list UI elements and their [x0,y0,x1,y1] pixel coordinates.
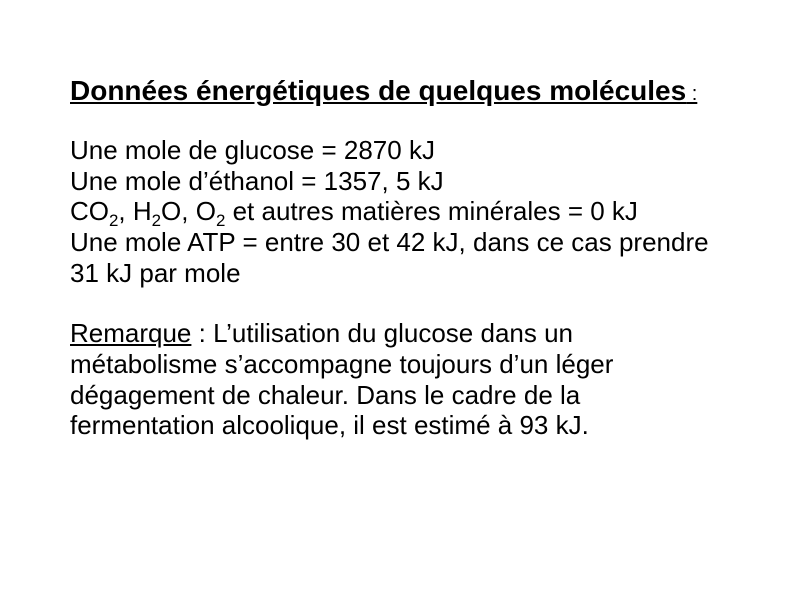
line-glucose-a: Une mole de glucose = 2870 k [70,135,422,165]
line-glucose-b: J [422,135,435,165]
title-colon: : [686,83,697,105]
line-mineral-post: et autres matières minérales = 0 k [225,196,625,226]
line-ethanol-a: Une mole d’éthanol = 1357, 5 k [70,166,431,196]
title-text: Données énergétiques de quelques molécul… [70,75,686,106]
line-atp-a: Une mole ATP = entre 30 et 42 k [70,227,446,257]
line-atp-c: J par mole [119,258,240,288]
data-block: Une mole de glucose = 2870 kJ Une mole d… [70,135,724,288]
page-title: Données énergétiques de quelques molécul… [70,75,724,107]
line-mineral-mid2: O, O [161,196,216,226]
remark-text-b: J. [569,410,589,440]
document-page: Données énergétiques de quelques molécul… [0,0,794,441]
line-mineral-mid1: , H [118,196,151,226]
line-mineral-end: J [625,196,638,226]
line-mineral-pre: CO [70,196,109,226]
line-ethanol-b: J [431,166,444,196]
remark-label: Remarque [70,318,191,348]
remark-block: Remarque : L’utilisation du glucose dans… [70,318,724,441]
